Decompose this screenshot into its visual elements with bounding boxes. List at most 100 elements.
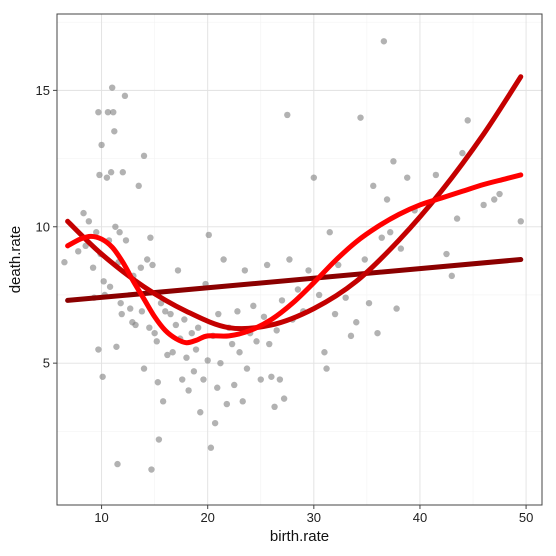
data-point <box>200 376 207 383</box>
y-axis: 5 10 15 <box>36 83 57 371</box>
data-point <box>228 340 236 348</box>
data-point <box>496 190 503 198</box>
data-point <box>278 297 286 304</box>
data-point <box>100 278 107 285</box>
data-point <box>257 376 264 383</box>
data-point <box>104 109 112 116</box>
data-point <box>491 196 498 203</box>
data-point <box>263 261 271 269</box>
data-point <box>98 141 105 149</box>
data-point <box>397 245 405 252</box>
data-point <box>253 338 260 345</box>
data-point <box>241 267 249 274</box>
x-tick-label: 40 <box>413 510 427 525</box>
data-point <box>121 92 129 100</box>
data-point <box>146 324 153 331</box>
data-point <box>335 261 342 269</box>
data-point <box>214 384 221 391</box>
data-point <box>231 381 238 389</box>
data-point <box>215 310 222 318</box>
data-point <box>207 444 215 451</box>
data-point <box>140 365 148 372</box>
data-point <box>286 256 293 263</box>
data-point <box>137 264 145 271</box>
data-point <box>393 305 400 312</box>
data-point <box>113 343 120 350</box>
data-point <box>95 109 102 116</box>
data-point <box>188 329 195 337</box>
data-point <box>294 286 302 293</box>
data-point <box>194 324 202 331</box>
data-point <box>112 223 119 230</box>
data-point <box>179 376 186 383</box>
data-point <box>80 209 87 217</box>
data-point <box>268 373 275 380</box>
data-point <box>315 291 323 299</box>
data-point <box>107 169 115 176</box>
data-point <box>260 313 268 320</box>
data-point <box>220 256 227 263</box>
data-point <box>108 84 116 91</box>
data-point <box>190 368 198 375</box>
data-point <box>153 338 160 345</box>
data-point <box>204 357 211 364</box>
data-point <box>192 346 200 353</box>
data-point <box>284 111 291 119</box>
grid-lines <box>57 14 542 505</box>
data-point <box>132 321 139 329</box>
data-point <box>172 321 180 329</box>
data-point <box>236 349 243 356</box>
x-axis-title: birth.rate <box>270 528 329 545</box>
data-point <box>197 409 204 416</box>
data-point <box>96 171 103 179</box>
quadratic-fit-line <box>65 74 524 332</box>
data-point <box>310 174 318 181</box>
data-point <box>138 308 146 315</box>
data-point <box>95 346 102 353</box>
data-point <box>127 305 134 312</box>
data-point <box>93 229 100 236</box>
y-tick-label: 10 <box>36 219 50 234</box>
y-axis-title: death.rate <box>7 226 24 294</box>
data-point <box>217 359 224 367</box>
data-point <box>148 466 155 473</box>
data-point <box>75 248 82 255</box>
data-point <box>159 398 167 405</box>
data-point <box>119 169 126 176</box>
data-point <box>117 299 124 307</box>
y-tick-label: 15 <box>36 83 50 98</box>
data-point <box>118 310 125 318</box>
data-point <box>89 264 97 271</box>
data-point <box>144 256 151 263</box>
plot-frame <box>56 13 543 506</box>
data-point <box>181 316 188 323</box>
data-point <box>122 237 130 244</box>
data-point <box>404 174 411 181</box>
x-tick-label: 10 <box>94 510 108 525</box>
data-point <box>443 250 450 258</box>
data-point <box>347 332 355 340</box>
data-point <box>211 419 219 427</box>
data-point <box>103 174 111 181</box>
data-point <box>85 218 93 225</box>
loess-fit-line <box>65 172 524 346</box>
data-point <box>140 152 148 160</box>
data-point <box>162 308 169 315</box>
data-point <box>135 182 142 190</box>
y-tick-label: 5 <box>43 356 50 371</box>
data-point <box>353 319 360 326</box>
data-point <box>106 283 114 290</box>
data-point <box>185 387 192 394</box>
data-point <box>174 267 182 274</box>
data-point <box>305 267 312 274</box>
data-point <box>169 349 176 356</box>
data-points <box>61 38 524 473</box>
data-point <box>517 218 524 225</box>
data-point <box>448 272 455 280</box>
data-point <box>390 158 397 165</box>
data-point <box>280 395 288 402</box>
data-point <box>149 261 156 269</box>
data-point <box>374 329 381 337</box>
data-point <box>111 128 118 135</box>
